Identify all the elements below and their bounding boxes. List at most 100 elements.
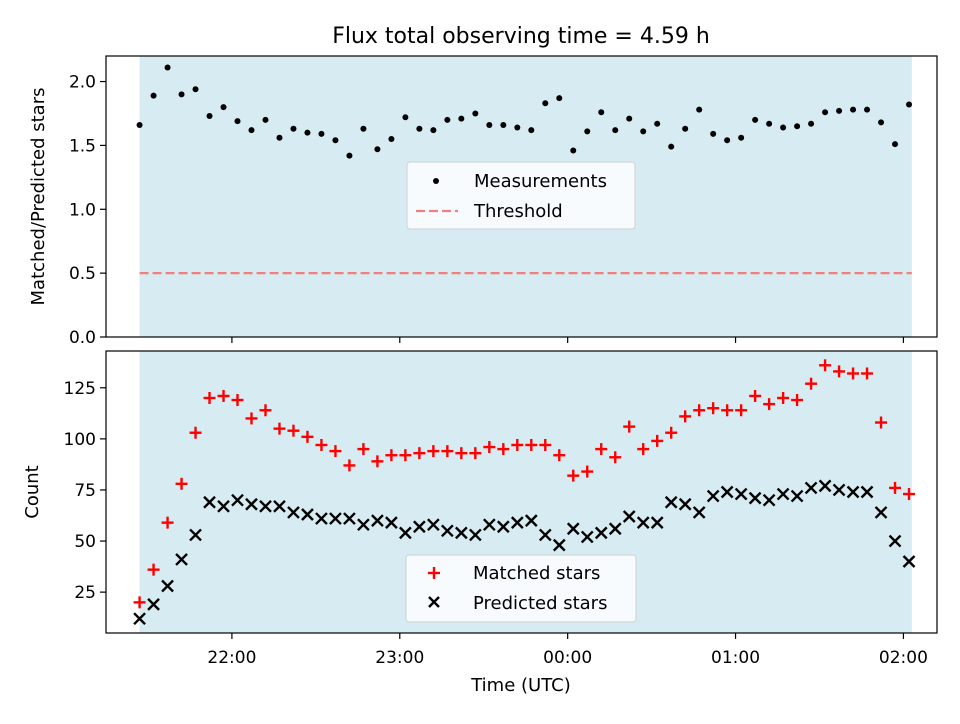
matched-star-point [259,404,272,417]
matched-star-point [161,516,174,529]
predicted-star-point [832,483,846,497]
measurement-point [864,106,871,113]
matched-star-point [329,445,342,458]
measurement-point [668,143,675,150]
predicted-star-point [678,497,692,511]
measurement-point [150,92,157,99]
measurement-point [808,120,815,127]
predicted-star-point [203,495,216,509]
predicted-star-point [315,512,328,525]
chart-title: Flux total observing time = 4.59 h [332,24,710,49]
predicted-star-point [427,518,440,532]
matched-star-point [581,465,594,478]
predicted-star-point [413,520,426,534]
measurement-point [850,106,857,113]
predicted-star-point [441,524,454,538]
matched-star-point [497,443,510,456]
x-tick-label: 23:00 [375,648,424,668]
matched-star-point [637,443,650,456]
matched-star-point [357,443,370,456]
predicted-star-point [888,534,902,548]
predicted-star-point [161,579,174,593]
measurement-point [234,118,241,125]
bottom-legend-box [405,554,637,623]
measurement-point [780,124,787,131]
matched-star-point [483,441,496,454]
matched-star-point [175,477,188,490]
measurement-point [654,120,661,127]
predicted-star-point [399,526,412,540]
measurement-point [878,119,885,126]
predicted-star-point [524,514,538,527]
matched-star-point [147,563,160,576]
measurement-point [486,121,493,128]
matched-star-point [133,596,146,609]
matched-star-point [455,447,468,460]
predicted-star-point [734,487,748,501]
predicted-star-point [608,522,622,536]
measurement-point [472,110,479,117]
measurement-point [332,137,339,144]
predicted-star-point [259,499,272,513]
predicted-star-point [357,518,370,532]
bottom-axes-frame [105,350,938,634]
matched-star-point [343,459,356,472]
matched-star-point [749,389,762,402]
x-tick-label: 01:00 [711,648,760,668]
measurement-point [136,121,143,128]
matched-star-point [553,449,566,462]
predicted-star-point [301,508,314,521]
y-tick-label: 1.5 [69,136,96,156]
matched-star-point [819,359,832,372]
matched-star-point [469,447,482,460]
measurement-point [794,123,801,130]
predicted-star-point [371,514,384,527]
predicted-star-point [245,497,258,511]
legend-measurements-label: Measurements [474,171,607,192]
measurement-point [318,130,325,137]
top-axes: 0.00.51.01.52.0 Matched/Predicted stars … [28,55,938,348]
bottom-y-ticks: 25 50 75 100 125 [64,379,106,603]
predicted-star-point [217,499,230,513]
count-points [133,359,916,626]
predicted-star-point [454,526,468,540]
legend-predicted-label: Predicted stars [473,593,607,614]
top-x-ticks [231,337,905,343]
measurement-point [766,120,773,127]
y-tick-label: 125 [64,379,96,399]
measurement-point [206,113,213,120]
matched-star-point [903,488,916,501]
matched-star-point [595,443,608,456]
predicted-star-point [343,512,356,525]
measurement-point [752,116,759,123]
y-tick-label: 0.0 [69,328,96,348]
matched-star-point [301,430,314,443]
measurement-point [640,128,647,135]
measurement-point [276,134,283,141]
predicted-star-point [468,528,482,542]
measurement-point [710,130,717,137]
matched-star-point [217,389,230,402]
x-axis-label: Time (UTC) [470,675,571,696]
y-tick-label: 75 [74,481,96,501]
predicted-star-point [860,485,874,499]
matched-star-point [847,367,860,380]
measurement-point [178,91,185,98]
top-y-axis-label: Matched/Predicted stars [28,88,49,306]
measurement-point [570,147,577,154]
predicted-star-point [133,612,146,626]
predicted-star-point [818,479,832,493]
top-axes-frame [105,55,938,338]
measurement-point [584,128,591,135]
matched-star-point [875,416,888,429]
top-y-ticks: 0.0 0.5 1.0 1.5 2.0 [69,73,106,348]
measurement-point [836,107,843,114]
predicted-star-point [776,487,790,501]
top-legend-box [406,161,636,230]
matched-star-point [371,455,384,468]
matched-star-point [231,394,244,407]
matched-star-point [441,445,454,458]
measurement-point [248,127,255,134]
x-tick-label: 22:00 [207,648,256,668]
